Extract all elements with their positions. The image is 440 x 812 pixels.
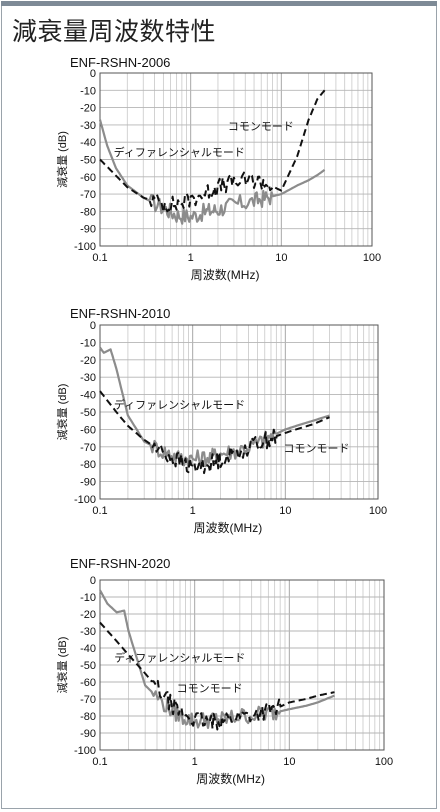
y-tick-label: -40 — [80, 643, 96, 655]
y-tick-label: -50 — [80, 660, 96, 672]
y-tick-label: -40 — [80, 390, 96, 402]
x-tick-label: 0.1 — [92, 505, 107, 517]
x-tick-label: 0.1 — [92, 252, 107, 264]
y-tick-label: -80 — [80, 711, 96, 723]
x-axis-label: 周波数(MHz) — [194, 520, 263, 535]
y-tick-label: -30 — [80, 626, 96, 638]
y-tick-label: -10 — [80, 337, 96, 349]
x-tick-label: 10 — [279, 505, 291, 517]
chart-title: ENF-RSHN-2006 — [70, 55, 170, 70]
y-tick-label: -60 — [80, 424, 96, 436]
y-tick-label: -70 — [80, 189, 96, 201]
y-tick-label: -10 — [80, 592, 96, 604]
series-label: コモンモード — [228, 121, 294, 133]
series-label: ディファレンシャルモード — [114, 145, 245, 159]
header-accent-bar — [1, 1, 437, 6]
chart-title: ENF-RSHN-2020 — [70, 556, 170, 571]
y-tick-label: -80 — [80, 206, 96, 218]
x-tick-label: 10 — [283, 756, 295, 768]
grid — [99, 579, 385, 751]
y-tick-label: -60 — [80, 677, 96, 689]
y-tick-label: -50 — [80, 155, 96, 167]
x-tick-label: 0.1 — [92, 756, 107, 768]
y-tick-label: -80 — [80, 459, 96, 471]
y-tick-label: -60 — [80, 172, 96, 184]
y-axis-label: 減衰量 (dB) — [55, 131, 69, 188]
x-tick-label: 10 — [275, 252, 287, 264]
y-tick-label: 0 — [90, 320, 96, 332]
y-tick-label: -90 — [80, 728, 96, 740]
series-label: コモンモード — [283, 443, 349, 455]
plot-area — [99, 579, 385, 751]
y-axis-label: 減衰量 (dB) — [55, 384, 69, 441]
series-line-common-mode — [99, 390, 330, 475]
y-tick-label: -30 — [80, 120, 96, 132]
plot-area — [99, 324, 379, 500]
series-label: ディファレンシャルモード — [114, 398, 245, 412]
x-tick-label: 100 — [369, 505, 387, 517]
series-line-differential-mode — [98, 119, 326, 225]
x-axis-label: 周波数(MHz) — [191, 267, 260, 282]
x-tick-label: 1 — [192, 756, 198, 768]
x-axis-label: 周波数(MHz) — [196, 771, 265, 786]
chart-panel-3: ENF-RSHN-2020 0 -10 -20 -30 -40 -50 -60 -70 -80 -9… — [55, 556, 393, 786]
chart-title: ENF-RSHN-2010 — [70, 306, 170, 321]
x-tick-label: 1 — [190, 505, 196, 517]
y-tick-label: -90 — [80, 224, 96, 236]
y-axis-label: 減衰量 (dB) — [55, 637, 69, 694]
y-tick-label: -20 — [80, 609, 96, 621]
y-tick-label: -30 — [80, 372, 96, 384]
x-tick-label: 100 — [363, 252, 381, 264]
y-tick-label: -20 — [80, 355, 96, 367]
series-label: コモンモード — [177, 683, 243, 695]
y-tick-label: -20 — [80, 103, 96, 115]
y-tick-label: -50 — [80, 407, 96, 419]
series-line-common-mode — [99, 89, 326, 214]
series-label: ディファレンシャルモード — [114, 651, 245, 665]
x-tick-label: 100 — [375, 756, 393, 768]
y-tick-label: -40 — [80, 137, 96, 149]
y-tick-label: -100 — [74, 745, 96, 757]
y-tick-label: -10 — [80, 85, 96, 97]
y-tick-label: -90 — [80, 477, 96, 489]
y-tick-label: 0 — [90, 575, 96, 587]
y-tick-label: -100 — [74, 241, 96, 253]
grid — [99, 72, 373, 247]
series-line-common-mode — [99, 621, 335, 731]
y-tick-label: -70 — [80, 442, 96, 454]
x-tick-label: 1 — [188, 252, 194, 264]
y-tick-label: -70 — [80, 694, 96, 706]
series-line-differential-mode — [99, 589, 335, 730]
y-tick-label: -100 — [74, 494, 96, 506]
page-title: 減衰量周波数特性 — [12, 17, 217, 46]
y-tick-label: 0 — [90, 68, 96, 80]
grid — [99, 324, 379, 500]
